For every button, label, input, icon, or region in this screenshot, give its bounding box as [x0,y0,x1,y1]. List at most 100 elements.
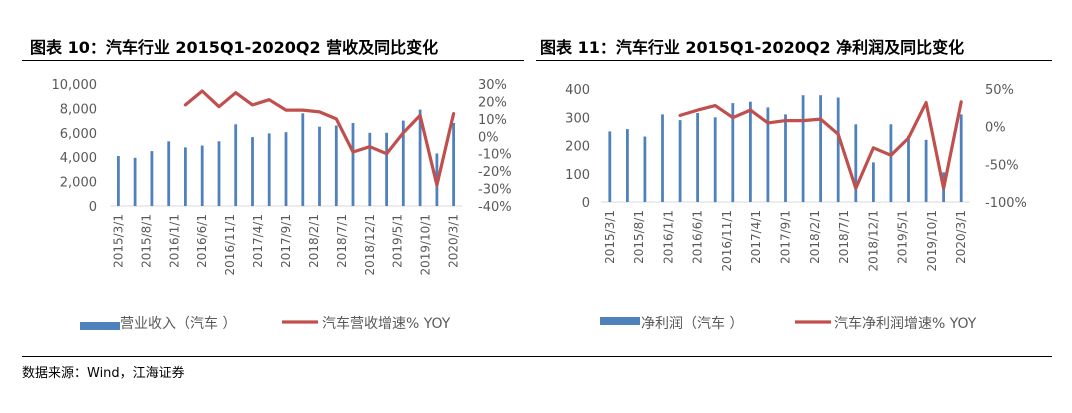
y-left-tick-label: 400 [565,83,590,98]
x-tick-label: 2015/3/1 [603,210,617,264]
x-tick-label: 2018/2/1 [307,214,321,268]
bar [959,114,963,202]
y-right-tick-label: 0% [985,121,1006,136]
growth-line-series [678,100,963,190]
x-tick-label: 2019/5/1 [896,210,910,264]
bar [351,123,355,206]
bar [267,133,271,206]
y-left-tick-label: 200 [565,140,590,155]
bar [713,117,717,203]
x-tick-label: 2020/3/1 [447,214,461,268]
bar [167,141,171,206]
x-tick-label: 2017/9/1 [779,210,793,264]
bar [200,145,204,206]
y-right-tick-label: 30% [478,78,507,93]
x-tick-label: 2016/6/1 [691,210,705,264]
x-tick-label: 2016/6/1 [195,214,209,268]
x-tick-label: 2015/8/1 [139,214,153,268]
y-left-tick-label: 10,000 [52,78,98,93]
bar [117,156,120,206]
x-tick-label: 2016/1/1 [167,214,181,268]
y-right-tick-label: 20% [478,95,507,110]
legend-bar-label: 营业收入（汽车 ） [120,315,236,332]
y-right-tick-label: 10% [478,113,507,128]
bar [217,141,221,206]
growth-line-series [183,89,456,187]
y-right-tick-label: -40% [478,200,512,215]
bar [889,124,893,202]
y-right-tick-label: -20% [478,165,512,180]
y-left-tick-label: 2,000 [60,176,97,191]
legend-bar-label: 净利润（汽车 ） [641,315,743,332]
bar [766,107,770,202]
bar [819,95,822,202]
bar [150,151,154,206]
bar [318,126,321,206]
title-rule-right [536,60,1052,61]
bar [368,132,372,206]
bar [907,135,910,202]
y-left-tick-label: 4,000 [60,151,97,166]
y-left-tick-label: 0 [89,200,97,215]
y-right-tick-label: -50% [985,158,1019,173]
bar [401,120,405,206]
x-tick-label: 2017/4/1 [749,210,763,264]
y-right-tick-label: 50% [985,83,1014,98]
legend-line-label: 汽车营收增速% YOY [322,315,451,332]
x-tick-label: 2016/11/1 [223,214,237,276]
y-left-tick-label: 6,000 [60,127,97,142]
bar [661,114,664,202]
y-right-tick-label: -100% [985,196,1027,211]
legend-line-label: 汽车净利润增速% YOY [834,315,977,332]
y-right-tick-label: -30% [478,183,512,198]
x-tick-label: 2017/4/1 [251,214,265,268]
bar [784,114,787,202]
bar [418,109,422,206]
figure-11-title: 图表 11：汽车行业 2015Q1-2020Q2 净利润及同比变化 [540,38,965,57]
bar [924,139,928,202]
figure-10-title: 图表 10：汽车行业 2015Q1-2020Q2 营收及同比变化 [30,38,439,57]
bar [251,137,254,206]
bar [385,132,388,206]
x-tick-label: 2015/8/1 [632,210,646,264]
x-tick-label: 2018/7/1 [837,210,851,264]
bar [854,124,858,202]
x-tick-label: 2018/12/1 [363,214,377,276]
data-source: 数据来源：Wind，江海证券 [22,366,185,381]
bar [301,113,305,206]
y-left-tick-label: 0 [582,196,590,211]
bar [872,162,875,202]
x-tick-label: 2019/5/1 [391,214,405,268]
x-tick-label: 2016/1/1 [661,210,675,264]
bar [284,132,288,206]
y-left-tick-label: 100 [565,168,590,183]
x-tick-label: 2019/10/1 [419,214,433,276]
x-tick-label: 2019/10/1 [925,210,939,272]
bar [643,136,647,202]
bar [608,131,612,202]
bar [184,147,187,206]
x-tick-label: 2018/2/1 [808,210,822,264]
x-tick-label: 2018/12/1 [866,210,880,272]
x-tick-label: 2020/3/1 [954,210,968,264]
bar [696,113,699,202]
bar [234,124,238,206]
y-right-tick-label: 0% [478,130,499,145]
bar [334,125,338,206]
bar [133,157,137,206]
bar [801,95,805,202]
legend-bar-swatch [80,322,120,330]
footer-rule [22,356,1052,357]
x-tick-label: 2015/3/1 [111,214,125,268]
y-left-tick-label: 8,000 [60,102,97,117]
bar [626,129,629,202]
bar [749,101,752,202]
x-tick-label: 2018/7/1 [335,214,349,268]
y-left-tick-label: 300 [565,111,590,126]
x-tick-label: 2017/9/1 [279,214,293,268]
bar [678,120,682,202]
bar [731,103,735,202]
bar [836,97,840,202]
bar [452,123,455,206]
